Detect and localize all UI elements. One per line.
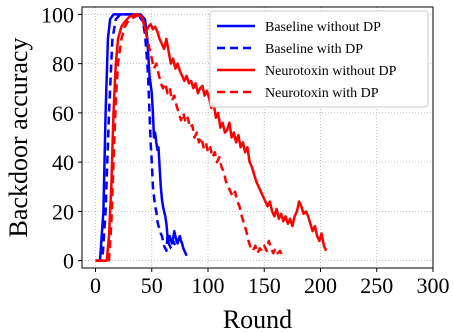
legend-label: Baseline without DP	[265, 20, 381, 35]
x-tick-label: 150	[248, 273, 281, 298]
x-axis-ticks: 0 50 100 150 200 250 300	[90, 268, 450, 298]
legend-label: Baseline with DP	[265, 42, 363, 57]
legend-box	[209, 10, 429, 108]
legend-label: Neurotoxin without DP	[265, 64, 397, 79]
y-tick-label: 40	[52, 150, 74, 175]
x-tick-label: 100	[192, 273, 225, 298]
y-tick-label: 100	[41, 2, 74, 27]
series-line-neurotoxin-with-dp	[95, 13, 286, 262]
legend-label: Neurotoxin with DP	[265, 86, 379, 101]
y-axis-label: Backdoor accuracy	[4, 38, 33, 238]
series-line-baseline-with-dp	[95, 13, 178, 262]
plot-frame	[81, 6, 434, 269]
y-tick-label: 0	[63, 249, 74, 274]
series-line-neurotoxin-without-dp	[95, 13, 328, 262]
x-tick-label: 250	[360, 273, 393, 298]
legend: Baseline without DP Baseline with DP Neuro…	[209, 10, 429, 108]
x-tick-label: 50	[141, 273, 163, 298]
y-tick-label: 20	[52, 199, 74, 224]
x-axis-label: Round	[223, 305, 292, 333]
y-axis-ticks: 0 20 40 60 80 100	[41, 2, 82, 274]
x-tick-label: 200	[304, 273, 337, 298]
y-tick-label: 80	[52, 52, 74, 77]
x-tick-label: 300	[417, 273, 450, 298]
y-tick-label: 60	[52, 101, 74, 126]
series-lines	[95, 13, 328, 262]
x-tick-label: 0	[90, 273, 101, 298]
series-line-baseline-without-dp	[95, 13, 188, 262]
